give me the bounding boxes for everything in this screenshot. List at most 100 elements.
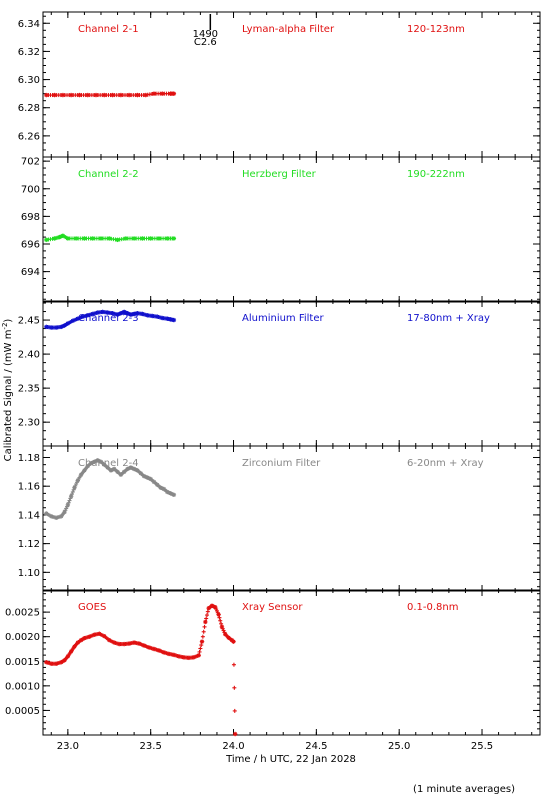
data-point-fill — [65, 655, 70, 660]
data-point-fill — [69, 492, 74, 497]
panels-layer: 6.26 6.28 6.30 6.32 6.34 Channel 2-1 Lyman-alp… — [5, 11, 541, 737]
y-tick-label: 0.0005 — [5, 706, 40, 717]
data-point-fill — [138, 236, 143, 241]
data-point-fill — [71, 487, 76, 492]
data-point-fill — [171, 492, 176, 497]
data-point-fill — [190, 655, 195, 660]
x-axis: 23.0 23.5 24.0 24.5 25.0 25.5 — [57, 741, 493, 752]
annotation-label-2: C2.6 — [194, 37, 217, 48]
data-point-fill — [150, 646, 155, 651]
data-point-stroke — [107, 236, 112, 241]
data-point-fill — [75, 93, 80, 98]
data-point-fill — [57, 514, 62, 519]
data-point-fill — [231, 662, 236, 667]
data-point-stroke — [52, 93, 57, 97]
data-point-fill — [106, 637, 111, 642]
data-point-fill — [116, 93, 121, 98]
data-point-fill — [198, 646, 203, 651]
data-point-fill — [69, 319, 74, 324]
data-point-fill — [70, 489, 75, 494]
data-point-fill — [67, 93, 72, 98]
panel-channel-2-2: 694 696 698 700 702 Channel 2-2 Herzberg Filte… — [21, 156, 541, 303]
series-channel-2-3 — [44, 309, 177, 330]
data-point-fill — [205, 609, 210, 614]
panel-label-2: Zirconium Filter — [242, 458, 321, 469]
data-point-fill — [201, 629, 206, 634]
y-tick-label: 6.26 — [18, 131, 40, 142]
data-point-stroke — [160, 91, 165, 96]
x-tick-label: 25.5 — [471, 741, 493, 752]
data-point-fill — [202, 624, 207, 629]
y-axis-title: Calibrated Signal / (mW m-2) — [1, 319, 14, 462]
footnote-averages: (1 minute averages) — [413, 784, 515, 795]
data-point-stroke — [90, 236, 95, 241]
data-point-fill — [219, 621, 224, 626]
data-point-stroke — [216, 612, 221, 617]
data-point-fill — [100, 93, 105, 98]
data-point-fill — [146, 236, 151, 241]
data-point-stroke — [44, 237, 49, 242]
data-point-stroke — [135, 93, 140, 97]
series-channel-2-2 — [44, 233, 177, 243]
x-tick-label: 23.0 — [57, 741, 79, 752]
data-point-stroke — [74, 236, 79, 241]
panel-channel-2-3: 2.30 2.35 2.40 2.45 Channel 2-3 Aluminium Fil… — [18, 300, 541, 447]
x-tick-label: 25.0 — [388, 741, 410, 752]
data-point-fill — [212, 604, 217, 609]
data-point-stroke — [127, 93, 132, 97]
y-tick-label: 0.0010 — [5, 681, 40, 692]
panel-frame — [42, 445, 541, 592]
data-point-fill — [145, 645, 150, 650]
data-point-fill — [48, 513, 53, 518]
data-point-fill — [81, 469, 86, 474]
y-tick-label: 1.12 — [18, 539, 40, 550]
data-point-fill — [200, 634, 205, 639]
data-point-fill — [232, 685, 237, 690]
data-point-stroke — [123, 236, 128, 241]
data-point-fill — [140, 643, 145, 648]
data-point-fill — [65, 504, 70, 509]
y-tick-label: 6.34 — [18, 19, 40, 30]
data-point-fill — [88, 236, 93, 241]
panel-label-2: Aluminium Filter — [242, 313, 325, 324]
data-point-fill — [64, 235, 69, 240]
panel-label-1: Channel 2-3 — [78, 313, 139, 324]
panel-goes: 0.0005 0.0010 0.0015 0.0020 0.0025 GOES Xray S… — [5, 589, 541, 737]
data-point-stroke — [152, 91, 156, 96]
data-point-stroke — [60, 93, 65, 97]
y-tick-label: 1.14 — [18, 510, 40, 521]
data-point-fill — [158, 91, 163, 96]
data-point-fill — [218, 618, 223, 623]
series-channel-2-1 — [44, 91, 177, 98]
panel-label-2: Herzberg Filter — [242, 169, 317, 180]
data-point — [203, 619, 208, 625]
data-point-stroke — [118, 93, 123, 97]
panel-label-3: 6-20nm + Xray — [407, 458, 484, 469]
panel-frame — [42, 589, 541, 736]
data-point-fill — [205, 613, 210, 618]
data-point-fill — [80, 236, 85, 241]
data-point-stroke — [94, 93, 98, 97]
data-point-stroke — [200, 639, 204, 644]
data-point-fill — [56, 235, 61, 240]
data-point-fill — [83, 93, 88, 98]
y-tick-label: 6.28 — [18, 103, 40, 114]
data-point-fill — [66, 500, 71, 505]
data-point-fill — [170, 652, 175, 657]
data-point-fill — [155, 648, 160, 653]
y-tick-label: 2.45 — [18, 316, 40, 327]
panel-label-1: Channel 2-2 — [78, 169, 139, 180]
data-point-stroke — [82, 236, 87, 241]
data-point-stroke — [110, 93, 115, 97]
data-point-fill — [125, 93, 130, 98]
panel-label-3: 190-222nm — [407, 169, 465, 180]
data-point-fill — [91, 633, 96, 638]
data-point-fill — [101, 633, 106, 638]
y-axis-title-close: ) — [3, 319, 14, 323]
y-tick-label: 1.16 — [18, 482, 40, 493]
data-point-fill — [108, 93, 113, 98]
y-axis-title-superscript: -2 — [1, 323, 9, 330]
data-point-stroke — [77, 93, 82, 97]
data-point-fill — [215, 610, 220, 615]
data-point-fill — [79, 315, 84, 320]
